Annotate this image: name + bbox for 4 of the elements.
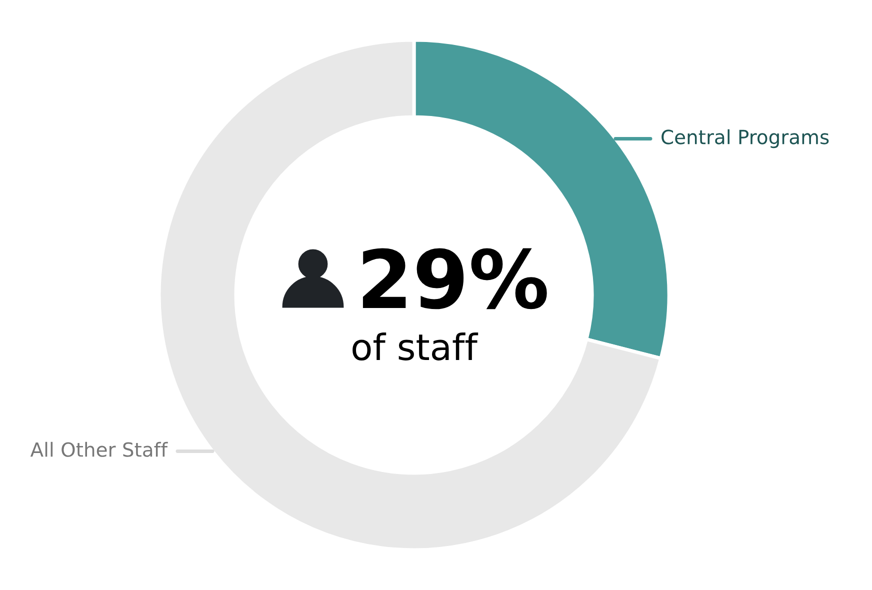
slice-label: Central Programs — [662, 129, 829, 148]
text: of staff — [352, 332, 478, 360]
text: 29% — [362, 248, 547, 310]
slice-label: All Other Staff — [30, 442, 168, 457]
